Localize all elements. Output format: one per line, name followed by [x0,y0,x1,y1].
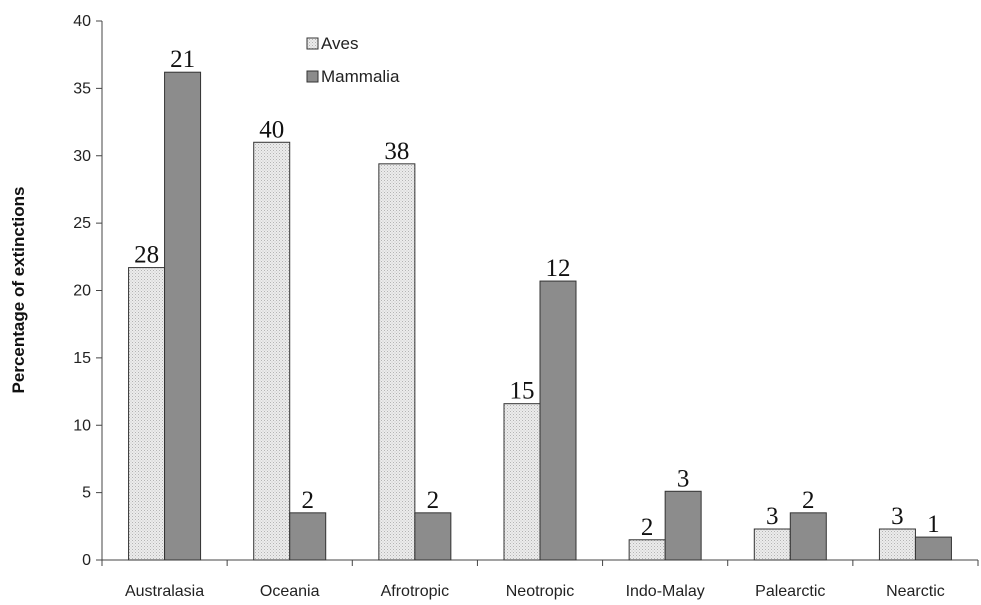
y-tick-label: 25 [73,215,91,232]
data-label-aves: 28 [134,242,159,269]
x-tick-label: Australasia [125,583,204,600]
x-tick-label: Indo-Malay [626,583,705,600]
data-label-mammalia: 2 [802,487,815,514]
y-tick-label: 20 [73,283,91,300]
data-label-aves: 40 [259,116,284,143]
bar-mammalia-nearctic [914,536,952,561]
legend-label-aves: Aves [321,34,359,53]
y-tick-label: 5 [82,485,91,502]
data-label-aves: 15 [510,378,535,405]
bar-mammalia-neotropic [539,280,577,561]
data-label-mammalia: 12 [546,255,571,282]
legend-swatch-mammalia [306,70,319,83]
data-label-aves: 3 [766,503,779,530]
data-label-aves: 3 [891,503,904,530]
legend-swatch-aves [306,37,319,50]
bar-mammalia-oceania [289,512,327,561]
x-tick-label: Neotropic [506,583,574,600]
y-tick-label: 35 [73,80,91,97]
bar-mammalia-indo-malay [664,490,702,561]
bar-mammalia-afrotropic [414,512,452,561]
bar-mammalia-palearctic [789,512,827,561]
data-label-mammalia: 2 [301,487,314,514]
bar-aves-neotropic [503,403,541,561]
data-label-aves: 38 [384,138,409,165]
x-tick-label: Afrotropic [381,583,449,600]
bar-aves-indo-malay [628,539,666,561]
bar-aves-afrotropic [378,163,416,561]
x-tick-label: Palearctic [755,583,825,600]
legend: Aves Mammalia [306,34,400,86]
data-label-mammalia: 2 [427,487,440,514]
data-label-mammalia: 3 [677,465,690,492]
bar-aves-nearctic [878,528,916,561]
x-tick-label: Oceania [260,583,320,600]
legend-label-mammalia: Mammalia [321,67,400,86]
bar-aves-australasia [128,267,166,561]
y-tick-label: 10 [73,417,91,434]
y-tick-label: 15 [73,350,91,367]
data-label-mammalia: 21 [170,46,195,73]
axes: 0 5 10 15 20 25 30 35 40 Australasia Oceania Afrotr… [73,13,979,600]
x-tick-label: Nearctic [886,583,945,600]
y-axis-label: Percentage of extinctions [9,187,28,394]
bar-mammalia-australasia [164,71,202,561]
y-tick-label: 30 [73,148,91,165]
y-tick-label: 0 [82,552,91,569]
y-tick-label: 40 [73,13,91,30]
data-label-aves: 2 [641,514,654,541]
data-label-mammalia: 1 [927,511,940,538]
bar-aves-palearctic [753,528,791,561]
bar-aves-oceania [253,141,291,561]
